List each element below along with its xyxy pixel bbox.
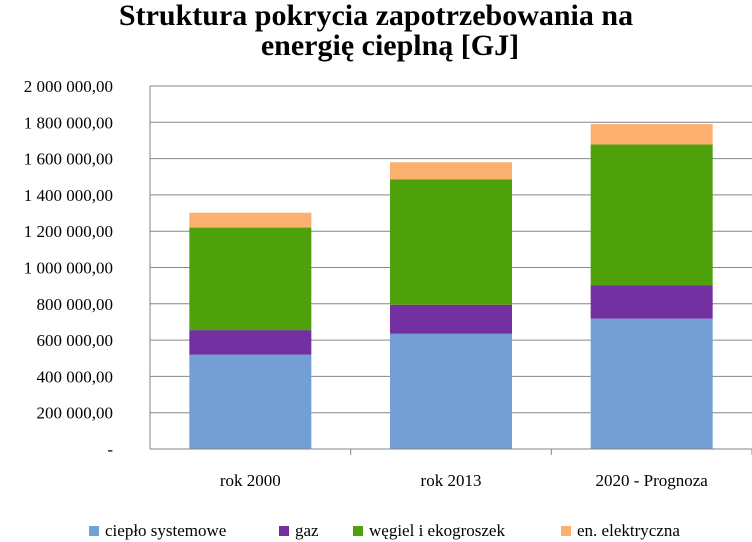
y-tick-label: 400 000,00 — [37, 367, 114, 386]
bar-segment — [390, 179, 512, 305]
legend-label: en. elektryczna — [577, 521, 680, 540]
legend-swatch — [561, 526, 571, 536]
y-tick-label: 1 800 000,00 — [24, 113, 113, 132]
legend-label: węgiel i ekogroszek — [369, 521, 505, 540]
bar-segment — [189, 354, 312, 449]
bar-segment — [390, 162, 512, 180]
y-tick-label: 2 000 000,00 — [24, 77, 113, 96]
legend-label: gaz — [295, 521, 319, 540]
bar-segment — [189, 212, 312, 228]
bars — [189, 124, 713, 449]
legend-label: ciepło systemowe — [105, 521, 227, 540]
legend-swatch — [279, 526, 289, 536]
bar-segment — [590, 285, 713, 319]
bar-segment — [390, 333, 512, 449]
y-tick-label: 1 400 000,00 — [24, 186, 113, 205]
legend-swatch — [353, 526, 363, 536]
bar-segment — [590, 124, 713, 145]
y-tick-label: 1 200 000,00 — [24, 222, 113, 241]
legend-item: węgiel i ekogroszek — [353, 520, 505, 542]
y-tick-label: 800 000,00 — [37, 295, 114, 314]
bar-segment — [189, 227, 312, 331]
bar-segment — [189, 330, 312, 355]
legend-item: en. elektryczna — [561, 520, 680, 542]
x-tick-label: 2020 - Prognoza — [595, 471, 708, 490]
bar-segment — [590, 318, 713, 449]
y-tick-label: - — [107, 440, 113, 459]
legend-item: gaz — [279, 520, 319, 542]
y-tick-label: 600 000,00 — [37, 331, 114, 350]
chart-title-line2: energię cieplną [GJ] — [260, 29, 520, 62]
chart-title-line1: Struktura pokrycia zapotrzebowania na — [118, 0, 634, 32]
legend-item: ciepło systemowe — [89, 520, 226, 542]
legend: ciepło systemowe gaz węgiel i ekogroszek en… — [0, 520, 752, 542]
legend-swatch — [89, 526, 99, 536]
y-axis: - 200 000,00 400 000,00 600 000,00 800 000,0… — [24, 77, 151, 459]
x-tick-label: rok 2000 — [220, 471, 281, 490]
y-tick-label: 200 000,00 — [37, 404, 114, 423]
bar-segment — [390, 304, 512, 334]
x-tick-label: rok 2013 — [421, 471, 482, 490]
bar-segment — [590, 144, 713, 286]
y-tick-label: 1 600 000,00 — [24, 150, 113, 169]
y-tick-label: 1 000 000,00 — [24, 259, 113, 278]
x-axis: rok 2000 rok 2013 2020 - Prognoza — [150, 448, 752, 490]
